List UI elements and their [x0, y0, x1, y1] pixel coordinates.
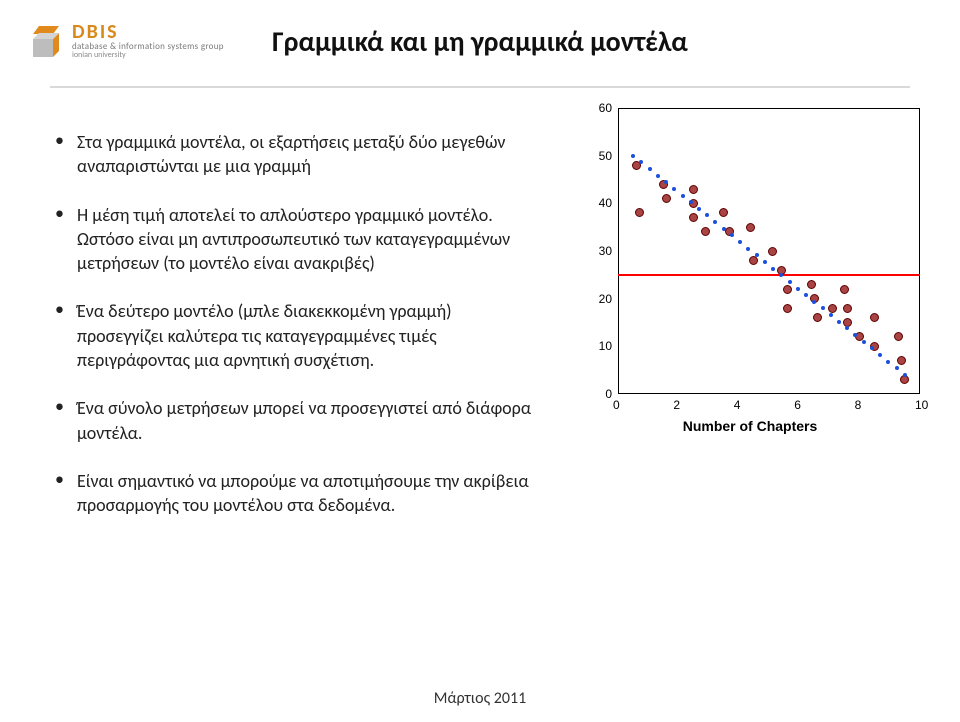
x-tick-label: 4 [734, 398, 741, 412]
x-tick-label: 10 [915, 398, 928, 412]
scatter-point [828, 304, 837, 313]
bullet-item: Ένα σύνολο μετρήσεων μπορεί να προσεγγισ… [55, 396, 535, 445]
bullet-item: Ένα δεύτερο μοντέλο (μπλε διακεκκομένη γ… [55, 299, 535, 372]
scatter-point [843, 304, 852, 313]
scatter-point [635, 208, 644, 217]
y-tick-label: 10 [599, 339, 612, 353]
scatter-point [840, 285, 849, 294]
bullet-item: Στα γραμμικά μοντέλα, οι εξαρτήσεις μετα… [55, 130, 535, 179]
x-tick-label: 6 [794, 398, 801, 412]
scatter-point [768, 247, 777, 256]
trend-dot [796, 287, 800, 291]
x-tick-label: 8 [855, 398, 862, 412]
trend-dot [656, 174, 660, 178]
trend-dot [837, 320, 841, 324]
trend-dot [697, 207, 701, 211]
scatter-chart: 0 10 20 30 40 50 60 0 2 4 6 8 10 Number of Chapters [570, 100, 930, 460]
title-divider [50, 86, 910, 88]
trend-dot [689, 200, 693, 204]
bullet-item: Είναι σημαντικό να μπορούμε να αποτιμήσο… [55, 469, 535, 518]
bullet-list: Στα γραμμικά μοντέλα, οι εξαρτήσεις μετα… [55, 130, 535, 542]
x-axis-label: Number of Chapters [570, 418, 930, 434]
trend-dot [763, 260, 767, 264]
y-tick-label: 50 [599, 149, 612, 163]
trend-dot [648, 167, 652, 171]
scatter-point [746, 223, 755, 232]
trend-dot [788, 280, 792, 284]
scatter-point [807, 280, 816, 289]
trend-dot [681, 194, 685, 198]
scatter-point [783, 304, 792, 313]
y-tick-label: 40 [599, 196, 612, 210]
slide-title-wrap: Γραμμικά και μη γραμμικά μοντέλα [0, 24, 960, 59]
x-tick-label: 0 [613, 398, 620, 412]
trend-dot [722, 227, 726, 231]
bullet-item: Η μέση τιμή αποτελεί το απλούστερο γραμμ… [55, 203, 535, 276]
scatter-point [689, 185, 698, 194]
trend-dot [829, 313, 833, 317]
scatter-point [662, 194, 671, 203]
slide-footer: Μάρτιος 2011 [0, 689, 960, 708]
trend-dot [771, 267, 775, 271]
trend-dot [903, 373, 907, 377]
y-tick-label: 30 [599, 244, 612, 258]
trend-dot [862, 340, 866, 344]
scatter-point [813, 313, 822, 322]
trend-dot [631, 154, 635, 158]
x-tick-label: 2 [673, 398, 680, 412]
trend-dot [895, 366, 899, 370]
y-tick-label: 20 [599, 292, 612, 306]
scatter-point [783, 285, 792, 294]
y-tick-label: 60 [599, 101, 612, 115]
slide-title: Γραμμικά και μη γραμμικά μοντέλα [0, 24, 960, 59]
mean-line [618, 274, 920, 277]
y-tick-label: 0 [605, 387, 612, 401]
